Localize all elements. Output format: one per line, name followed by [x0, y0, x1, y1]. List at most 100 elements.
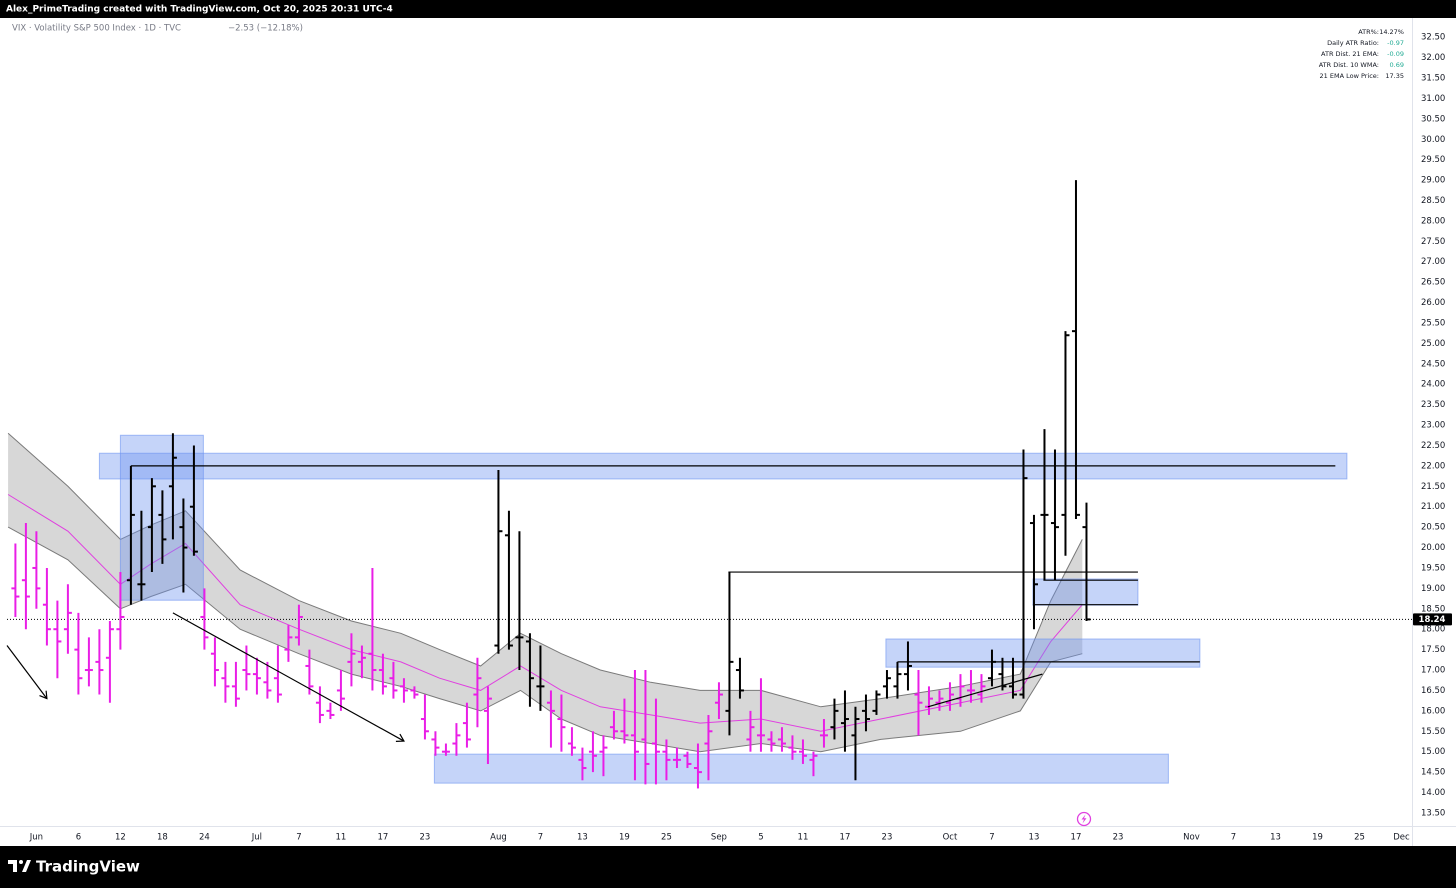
ohlc-bar	[515, 531, 524, 671]
ohlc-bar	[1050, 449, 1059, 581]
y-tick-label: 20.50	[1421, 523, 1445, 533]
info-value: -0.97	[1387, 39, 1404, 47]
ohlc-bar	[945, 682, 954, 711]
ema-line	[7, 494, 1083, 732]
y-tick-label: 13.50	[1421, 808, 1445, 818]
ohlc-bar	[756, 678, 765, 752]
lightning-icon	[1076, 811, 1092, 827]
band-lower	[7, 526, 1083, 753]
ohlc-bar	[399, 678, 408, 703]
ohlc-bar	[872, 690, 881, 715]
ohlc-bar	[1061, 331, 1070, 556]
y-tick-label: 31.50	[1421, 74, 1445, 84]
ohlc-bar	[767, 731, 776, 752]
ohlc-bar	[588, 731, 597, 773]
x-tick-label: 12	[115, 833, 126, 843]
ohlc-bar	[221, 661, 230, 703]
ohlc-bar	[798, 739, 807, 764]
y-tick-label: 26.50	[1421, 278, 1445, 288]
y-tick-label: 17.50	[1421, 645, 1445, 655]
info-value: 0.69	[1390, 61, 1404, 69]
ohlc-bar	[861, 694, 870, 732]
last-price-label: 18.24	[1419, 615, 1446, 625]
zone	[885, 638, 1201, 668]
y-tick-label: 16.00	[1421, 706, 1445, 716]
ohlc-bar	[431, 731, 440, 756]
band-upper	[7, 432, 1083, 708]
x-tick-label: Sep	[711, 833, 727, 843]
ohlc-bar	[735, 657, 744, 699]
x-tick-label: Jul	[251, 833, 262, 843]
ohlc-bar	[672, 747, 681, 769]
info-value: -0.09	[1387, 50, 1404, 58]
ohlc-bar	[662, 739, 671, 781]
ohlc-bar	[578, 747, 587, 781]
y-tick-label: 17.00	[1421, 666, 1445, 676]
ohlc-bar	[284, 625, 293, 662]
x-tick-label: 23	[882, 833, 893, 843]
y-tick-label: 14.50	[1421, 768, 1445, 778]
x-tick-label: 25	[1354, 833, 1365, 843]
info-label: 21 EMA Low Price:	[1320, 72, 1379, 80]
ohlc-bar	[840, 690, 849, 752]
ohlc-bar	[462, 702, 471, 748]
ohlc-bar	[483, 686, 492, 764]
ohlc-bar	[504, 510, 513, 650]
ohlc-bar	[126, 465, 135, 605]
ohlc-bar	[357, 645, 366, 679]
x-tick-label: 13	[577, 833, 588, 843]
ohlc-bar	[252, 657, 261, 695]
ohlc-bar	[231, 661, 240, 707]
y-tick-label: 22.50	[1421, 441, 1445, 451]
ohlc-bar	[305, 649, 314, 695]
ohlc-bar	[725, 572, 734, 736]
x-tick-label: 7	[296, 833, 301, 843]
x-tick-label: 13	[1270, 833, 1281, 843]
info-label: ATR Dist. 21 EMA:	[1321, 50, 1379, 58]
info-table-bg	[1318, 23, 1408, 83]
ohlc-bar	[525, 633, 534, 707]
x-tick-label: 11	[336, 833, 347, 843]
ohlc-bar	[32, 531, 41, 609]
y-tick-label: 25.00	[1421, 339, 1445, 349]
y-tick-label: 27.50	[1421, 237, 1445, 247]
x-tick-label: Jun	[29, 833, 43, 843]
y-tick-label: 29.50	[1421, 155, 1445, 165]
ohlc-bar	[452, 723, 461, 756]
ohlc-bar	[336, 670, 345, 711]
x-tick-label: 7	[538, 833, 543, 843]
info-value: 17.35	[1385, 72, 1404, 80]
y-tick-label: 23.50	[1421, 400, 1445, 410]
plot-area	[6, 180, 1412, 789]
y-tick-label: 28.50	[1421, 196, 1445, 206]
x-tick-label: 17	[378, 833, 389, 843]
ohlc-bar	[641, 670, 650, 785]
y-tick-label: 24.00	[1421, 380, 1445, 390]
x-tick-label: 19	[1312, 833, 1323, 843]
y-tick-label: 14.00	[1421, 788, 1445, 798]
ohlc-bar	[189, 445, 198, 556]
ohlc-bar	[620, 698, 629, 744]
ohlc-bar	[630, 670, 639, 781]
arrow-shaft	[6, 645, 48, 699]
ohlc-bar	[84, 637, 93, 687]
arrow	[6, 645, 48, 700]
y-tick-label: 29.00	[1421, 176, 1445, 186]
level-line	[927, 673, 1043, 708]
ohlc-bar	[977, 674, 986, 703]
ohlc-bar	[179, 498, 188, 593]
info-label: ATR%:	[1358, 28, 1379, 36]
ohlc-bar	[105, 621, 114, 703]
x-tick-label: 24	[199, 833, 210, 843]
ohlc-bar	[147, 478, 156, 573]
y-tick-label: 31.00	[1421, 94, 1445, 104]
ohlc-bar	[882, 670, 891, 699]
ohlc-bar	[914, 670, 923, 736]
ohlc-bar	[683, 751, 692, 769]
info-label: Daily ATR Ratio:	[1327, 39, 1379, 47]
ohlc-bar	[966, 670, 975, 703]
ohlc-bar	[420, 694, 429, 740]
ohlc-bar	[693, 743, 702, 789]
